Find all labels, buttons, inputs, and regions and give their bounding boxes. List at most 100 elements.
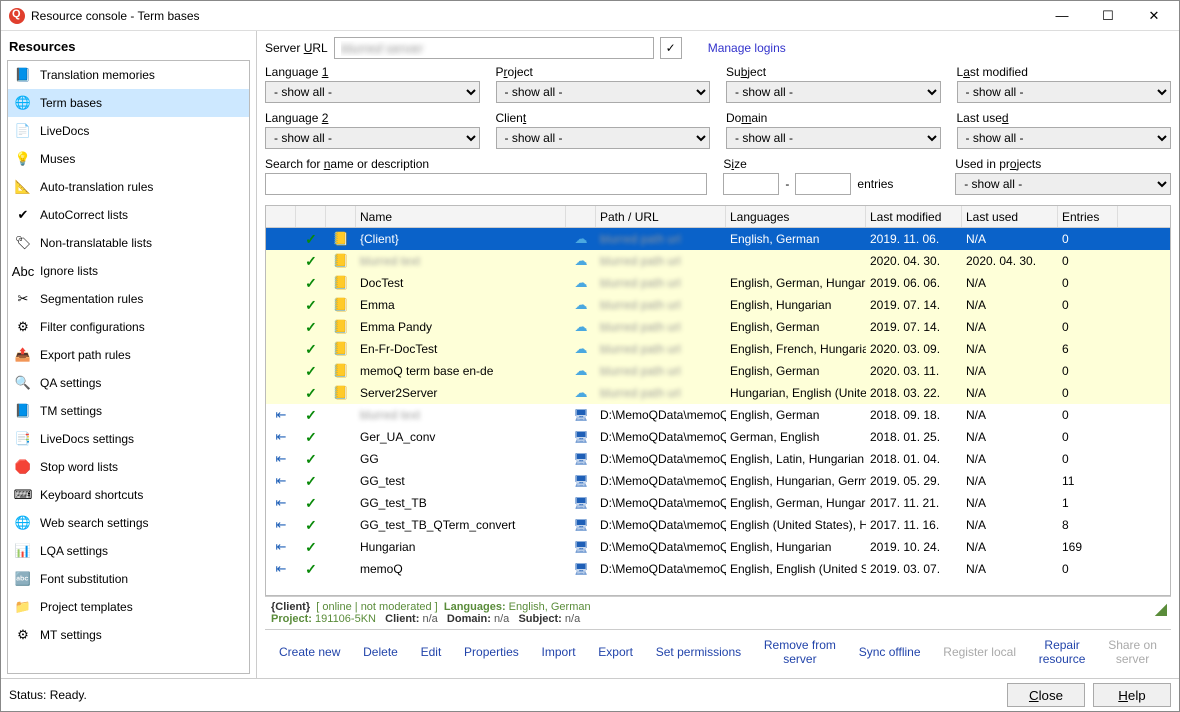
properties-button[interactable]: Properties	[464, 645, 519, 659]
cell-langs: English, Hungarian	[726, 294, 866, 316]
info-client-label: Client:	[385, 613, 419, 625]
table-row[interactable]: ✓ 📒 En-Fr-DocTest ☁ blurred path url Eng…	[266, 338, 1170, 360]
info-status: [ online | not moderated ]	[316, 601, 438, 613]
server-url-input[interactable]	[334, 37, 654, 59]
size-from-input[interactable]	[723, 173, 779, 195]
table-row[interactable]: ✓ 📒 Emma ☁ blurred path url English, Hun…	[266, 294, 1170, 316]
dialog-close-button[interactable]: Close	[1007, 683, 1085, 707]
lang1-select[interactable]: - show all -	[265, 81, 480, 103]
project-select[interactable]: - show all -	[496, 81, 711, 103]
sidebar-icon: ✂	[14, 290, 32, 308]
cell-name: memoQ term base en-de	[356, 360, 566, 382]
delete-button[interactable]: Delete	[363, 645, 398, 659]
sidebar-icon: 🛑	[14, 458, 32, 476]
sidebar-list: 📘Translation memories🌐Term bases📄LiveDoc…	[7, 60, 250, 674]
sidebar-item-label: Export path rules	[40, 348, 131, 362]
cell-lastmod: 2020. 04. 30.	[866, 250, 962, 272]
subject-select[interactable]: - show all -	[726, 81, 941, 103]
sidebar-item-auto-translation-rules[interactable]: 📐Auto-translation rules	[8, 173, 249, 201]
sidebar-item-translation-memories[interactable]: 📘Translation memories	[8, 61, 249, 89]
termbase-icon: 📒	[333, 341, 349, 357]
sidebar-item-keyboard-shortcuts[interactable]: ⌨Keyboard shortcuts	[8, 481, 249, 509]
table-row[interactable]: ✓ 📒 memoQ term base en-de ☁ blurred path…	[266, 360, 1170, 382]
col-entries[interactable]: Entries	[1058, 206, 1118, 227]
sidebar-item-filter-configurations[interactable]: ⚙Filter configurations	[8, 313, 249, 341]
col-lastmod[interactable]: Last modified	[866, 206, 962, 227]
table-row[interactable]: ✓ 📒 blurred text ☁ blurred path url 2020…	[266, 250, 1170, 272]
sidebar-item-autocorrect-lists[interactable]: ✔AutoCorrect lists	[8, 201, 249, 229]
dialog-help-button[interactable]: Help	[1093, 683, 1171, 707]
table-row[interactable]: ⇤ ✓ blurred text 🖥 D:\MemoQData\memoQ\..…	[266, 404, 1170, 426]
cell-langs: English, German	[726, 228, 866, 250]
table-row[interactable]: ⇤ ✓ GG 🖥 D:\MemoQData\memoQ\... English,…	[266, 448, 1170, 470]
sidebar-item-non-translatable-lists[interactable]: 🏷Non-translatable lists	[8, 229, 249, 257]
sidebar-item-tm-settings[interactable]: 📘TM settings	[8, 397, 249, 425]
remove-from-server-button[interactable]: Remove fromserver	[764, 638, 836, 666]
table-row[interactable]: ⇤ ✓ GG_test 🖥 D:\MemoQData\memoQ\... Eng…	[266, 470, 1170, 492]
table-row[interactable]: ⇤ ✓ GG_test_TB_QTerm_convert 🖥 D:\MemoQD…	[266, 514, 1170, 536]
check-icon: ✓	[305, 473, 317, 490]
local-icon: 🖥	[573, 474, 588, 488]
table-row[interactable]: ⇤ ✓ memoQ 🖥 D:\MemoQData\memoQ\... Engli…	[266, 558, 1170, 580]
local-icon: 🖥	[573, 562, 588, 576]
cell-entries: 0	[1058, 228, 1118, 250]
set-permissions-button[interactable]: Set permissions	[656, 645, 741, 659]
table-row[interactable]: ⇤ ✓ GG_test_TB 🖥 D:\MemoQData\memoQ\... …	[266, 492, 1170, 514]
sidebar-item-muses[interactable]: 💡Muses	[8, 145, 249, 173]
sync-offline-button[interactable]: Sync offline	[859, 645, 921, 659]
col-path[interactable]: Path / URL	[596, 206, 726, 227]
sidebar-item-web-search-settings[interactable]: 🌐Web search settings	[8, 509, 249, 537]
edit-button[interactable]: Edit	[421, 645, 442, 659]
cell-lastmod: 2019. 05. 29.	[866, 470, 962, 492]
table-row[interactable]: ✓ 📒 {Client} ☁ blurred path url English,…	[266, 228, 1170, 250]
size-to-input[interactable]	[795, 173, 851, 195]
sidebar-item-lqa-settings[interactable]: 📊LQA settings	[8, 537, 249, 565]
sidebar-icon: 📄	[14, 122, 32, 140]
termbase-icon: 📒	[333, 231, 349, 247]
sidebar-item-mt-settings[interactable]: ⚙MT settings	[8, 621, 249, 649]
maximize-button[interactable]: ☐	[1085, 1, 1131, 31]
import-button[interactable]: Import	[542, 645, 576, 659]
server-verify-button[interactable]: ✓	[660, 37, 682, 59]
table-row[interactable]: ✓ 📒 Emma Pandy ☁ blurred path url Englis…	[266, 316, 1170, 338]
sidebar-item-qa-settings[interactable]: 🔍QA settings	[8, 369, 249, 397]
app-icon	[9, 8, 25, 24]
cell-entries: 11	[1058, 470, 1118, 492]
table-row[interactable]: ⇤ ✓ Ger_UA_conv 🖥 D:\MemoQData\memoQ\...…	[266, 426, 1170, 448]
sidebar-item-stop-word-lists[interactable]: 🛑Stop word lists	[8, 453, 249, 481]
col-langs[interactable]: Languages	[726, 206, 866, 227]
sidebar-item-label: Muses	[40, 152, 75, 166]
sidebar-item-ignore-lists[interactable]: AbcIgnore lists	[8, 257, 249, 285]
table-row[interactable]: ✓ 📒 Server2Server ☁ blurred path url Hun…	[266, 382, 1170, 404]
sidebar-icon: 📑	[14, 430, 32, 448]
sidebar-item-livedocs-settings[interactable]: 📑LiveDocs settings	[8, 425, 249, 453]
table-row[interactable]: ⇤ ✓ Hungarian 🖥 D:\MemoQData\memoQ\... E…	[266, 536, 1170, 558]
close-button[interactable]: ✕	[1131, 1, 1177, 31]
minimize-button[interactable]: —	[1039, 1, 1085, 31]
domain-select[interactable]: - show all -	[726, 127, 941, 149]
export-button[interactable]: Export	[598, 645, 633, 659]
sidebar-item-term-bases[interactable]: 🌐Term bases	[8, 89, 249, 117]
col-lastused[interactable]: Last used	[962, 206, 1058, 227]
used-in-select[interactable]: - show all -	[955, 173, 1171, 195]
cell-lastmod: 2020. 03. 09.	[866, 338, 962, 360]
lang2-select[interactable]: - show all -	[265, 127, 480, 149]
sidebar-item-font-substitution[interactable]: 🔤Font substitution	[8, 565, 249, 593]
manage-logins-link[interactable]: Manage logins	[708, 41, 786, 55]
table-row[interactable]: ✓ 📒 DocTest ☁ blurred path url English, …	[266, 272, 1170, 294]
lastused-select[interactable]: - show all -	[957, 127, 1172, 149]
sidebar-item-livedocs[interactable]: 📄LiveDocs	[8, 117, 249, 145]
cloud-icon: ☁	[575, 341, 588, 357]
col-name[interactable]: Name	[356, 206, 566, 227]
info-client: n/a	[422, 613, 437, 625]
create-new-button[interactable]: Create new	[279, 645, 340, 659]
sidebar-item-project-templates[interactable]: 📁Project templates	[8, 593, 249, 621]
client-select[interactable]: - show all -	[496, 127, 711, 149]
lastmod-select[interactable]: - show all -	[957, 81, 1172, 103]
sidebar-item-export-path-rules[interactable]: 📤Export path rules	[8, 341, 249, 369]
search-input[interactable]	[265, 173, 707, 195]
repair-resource-button[interactable]: Repairresource	[1039, 638, 1086, 666]
sidebar-item-segmentation-rules[interactable]: ✂Segmentation rules	[8, 285, 249, 313]
cell-lastused: N/A	[962, 426, 1058, 448]
edit-info-icon[interactable]: ◢	[1155, 599, 1167, 619]
